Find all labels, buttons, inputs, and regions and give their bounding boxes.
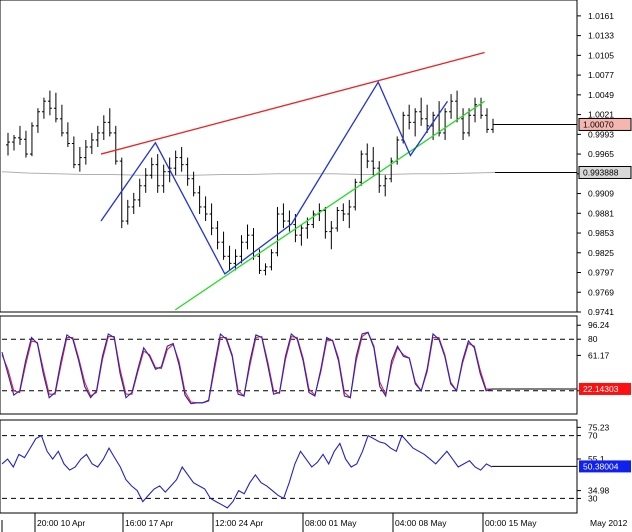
price-axis: 1.0161 1.0133 1.0105 1.0077 1.0049 1.0021 0.99… bbox=[577, 11, 614, 317]
time-tick-label: 00:00 15 May bbox=[485, 518, 537, 528]
rsi-tick-label: 70 bbox=[588, 431, 598, 441]
time-tick-label: 20:00 10 Apr bbox=[37, 518, 85, 528]
stochastic-main-line bbox=[1, 331, 493, 405]
price-tick-label: 1.0021 bbox=[588, 110, 614, 120]
price-tag-box bbox=[578, 117, 632, 131]
rsi-tick-label: 75.23 bbox=[588, 422, 610, 432]
main-price-panel: 1.0161 1.0133 1.0105 1.0077 1.0049 1.0021 0.99… bbox=[0, 0, 632, 317]
stochastic-tag: 22.14303 bbox=[492, 382, 631, 395]
price-tick-label: 0.9741 bbox=[588, 307, 614, 317]
price-tick-label: 0.9825 bbox=[588, 248, 614, 258]
price-tick-label: 0.9881 bbox=[588, 208, 614, 218]
trend-lines bbox=[100, 51, 485, 311]
price-tag-label: 1.00070 bbox=[583, 119, 614, 129]
rsi-tick-label: 55.1 bbox=[588, 454, 605, 464]
price-tick-label: 1.0133 bbox=[588, 31, 614, 41]
rsi-line bbox=[1, 434, 493, 509]
stochastic-tick-label: 80 bbox=[588, 334, 598, 344]
stochastic-tag-box bbox=[579, 382, 631, 395]
stochastic-tick-label: 61.17 bbox=[588, 350, 610, 360]
price-tick-label: 0.9993 bbox=[588, 129, 614, 139]
rsi-tag-label: 50.38004 bbox=[583, 461, 619, 471]
price-tick-label: 1.0049 bbox=[588, 90, 614, 100]
stochastic-tick-label: 96.24 bbox=[588, 320, 610, 330]
time-tick-label: 12:00 24 Apr bbox=[215, 518, 263, 528]
time-axis: 20:00 10 Apr 16:00 17 Apr 12:00 24 Apr 08:0… bbox=[1, 513, 628, 532]
time-tick-label: 04:00 08 May bbox=[395, 518, 447, 528]
support-line bbox=[174, 100, 485, 311]
rsi-tag-box bbox=[579, 460, 631, 473]
stochastic-levels bbox=[2, 338, 577, 392]
time-tick-label: 08:00 01 May bbox=[305, 518, 357, 528]
rsi-tag: 50.38004 bbox=[492, 460, 631, 473]
stochastic-lines bbox=[1, 331, 493, 405]
price-tick-label: 0.9965 bbox=[588, 149, 614, 159]
time-tick-label: May 2012 bbox=[590, 518, 628, 528]
moving-average-path bbox=[1, 171, 498, 176]
price-tick-label: 0.9769 bbox=[588, 287, 614, 297]
price-tick-label: 0.9797 bbox=[588, 268, 614, 278]
time-tick-label: 16:00 17 Apr bbox=[125, 518, 173, 528]
rsi-tick-label: 30 bbox=[588, 493, 598, 503]
stochastic-tag-label: 22.14303 bbox=[583, 384, 619, 394]
moving-average-line bbox=[1, 171, 498, 176]
rsi-series-line bbox=[1, 434, 493, 509]
price-tick-label: 1.0161 bbox=[588, 11, 614, 21]
price-tick-label: 1.0077 bbox=[588, 70, 614, 80]
rsi-tick-label: 34.98 bbox=[588, 486, 610, 496]
price-tick-label: 1.0105 bbox=[588, 50, 614, 60]
price-tags: 1.00070 0.993888 bbox=[495, 117, 632, 179]
zigzag-line bbox=[100, 80, 449, 275]
rsi-levels bbox=[2, 435, 577, 499]
price-tick-label: 0.9909 bbox=[588, 189, 614, 199]
price-tick-label: 0.9853 bbox=[588, 228, 614, 238]
price-tag-label: 0.993888 bbox=[583, 167, 619, 177]
price-tag-box bbox=[578, 165, 632, 179]
resistance-line bbox=[100, 51, 485, 155]
